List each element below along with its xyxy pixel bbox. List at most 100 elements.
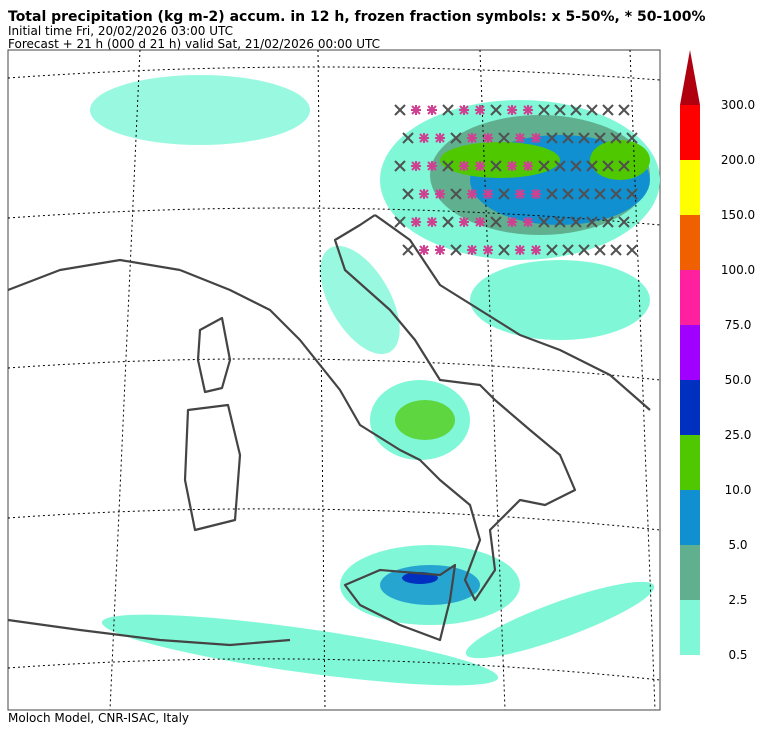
frozen-symbols [394, 104, 638, 256]
symbol [442, 216, 454, 228]
symbol [411, 217, 421, 227]
colorbar-band [680, 105, 700, 160]
symbol [554, 160, 566, 172]
symbol [610, 132, 622, 144]
symbol [626, 188, 638, 200]
initial-time: Initial time Fri, 20/02/2026 03:00 UTC [8, 24, 233, 38]
symbol [538, 104, 550, 116]
symbol [498, 188, 510, 200]
symbol [483, 189, 493, 199]
symbol [435, 245, 445, 255]
symbol [450, 244, 462, 256]
symbol [490, 216, 502, 228]
symbol [507, 217, 517, 227]
symbol [554, 104, 566, 116]
symbol [419, 245, 429, 255]
symbol [610, 188, 622, 200]
symbol [402, 244, 414, 256]
colorbar-band [680, 380, 700, 435]
symbol [602, 160, 614, 172]
symbol [578, 132, 590, 144]
symbol [554, 216, 566, 228]
colorbar-label: 2.5 [728, 593, 747, 607]
symbol [467, 189, 477, 199]
symbol [531, 245, 541, 255]
symbol [394, 160, 406, 172]
symbol [515, 245, 525, 255]
symbol [435, 133, 445, 143]
symbol [546, 132, 558, 144]
symbol [419, 189, 429, 199]
colorbar-band [680, 325, 700, 380]
symbol [467, 133, 477, 143]
symbol [490, 104, 502, 116]
colorbar-label: 300.0 [721, 98, 755, 112]
colorbar-label: 10.0 [725, 483, 752, 497]
colorbar-band [680, 215, 700, 270]
symbol [586, 160, 598, 172]
symbol [586, 104, 598, 116]
symbol [427, 161, 437, 171]
symbol [442, 104, 454, 116]
colorbar-arrow [680, 50, 700, 105]
symbol [562, 188, 574, 200]
coastlines [7, 214, 651, 647]
symbol [570, 160, 582, 172]
symbol [459, 217, 469, 227]
symbol [546, 188, 558, 200]
symbol [507, 105, 517, 115]
symbol [531, 189, 541, 199]
symbol [618, 160, 630, 172]
symbol [523, 105, 533, 115]
symbol [515, 133, 525, 143]
symbol [475, 105, 485, 115]
colorbar-band [680, 545, 700, 600]
symbol [602, 104, 614, 116]
symbol [586, 216, 598, 228]
title: Total precipitation (kg m-2) accum. in 1… [8, 9, 706, 25]
symbol [411, 105, 421, 115]
symbol [578, 188, 590, 200]
symbol [594, 132, 606, 144]
symbol [578, 244, 590, 256]
symbol [507, 161, 517, 171]
symbol [546, 244, 558, 256]
symbol [594, 244, 606, 256]
symbol [562, 132, 574, 144]
symbol [610, 244, 622, 256]
colorbar-band [680, 435, 700, 490]
symbol [427, 217, 437, 227]
colorbar-label: 25.0 [725, 428, 752, 442]
symbol [498, 132, 510, 144]
symbol [459, 161, 469, 171]
symbol [459, 105, 469, 115]
symbol [419, 133, 429, 143]
symbol [435, 189, 445, 199]
colorbar-label: 200.0 [721, 153, 755, 167]
symbol [618, 104, 630, 116]
colorbar-band [680, 600, 700, 655]
footer: Moloch Model, CNR-ISAC, Italy [8, 711, 189, 725]
symbol [450, 132, 462, 144]
colorbar-label: 5.0 [728, 538, 747, 552]
symbol [402, 132, 414, 144]
symbol [626, 244, 638, 256]
symbol [394, 216, 406, 228]
symbol [411, 161, 421, 171]
symbol [538, 160, 550, 172]
symbol [523, 217, 533, 227]
colorbar-label: 75.0 [725, 318, 752, 332]
symbol [515, 189, 525, 199]
map [7, 49, 661, 711]
symbol [523, 161, 533, 171]
graticule [7, 49, 661, 711]
symbol [594, 188, 606, 200]
symbol [442, 160, 454, 172]
symbol [626, 132, 638, 144]
symbol [394, 104, 406, 116]
symbol [531, 133, 541, 143]
symbol [570, 104, 582, 116]
colorbar-band [680, 160, 700, 215]
symbol [538, 216, 550, 228]
